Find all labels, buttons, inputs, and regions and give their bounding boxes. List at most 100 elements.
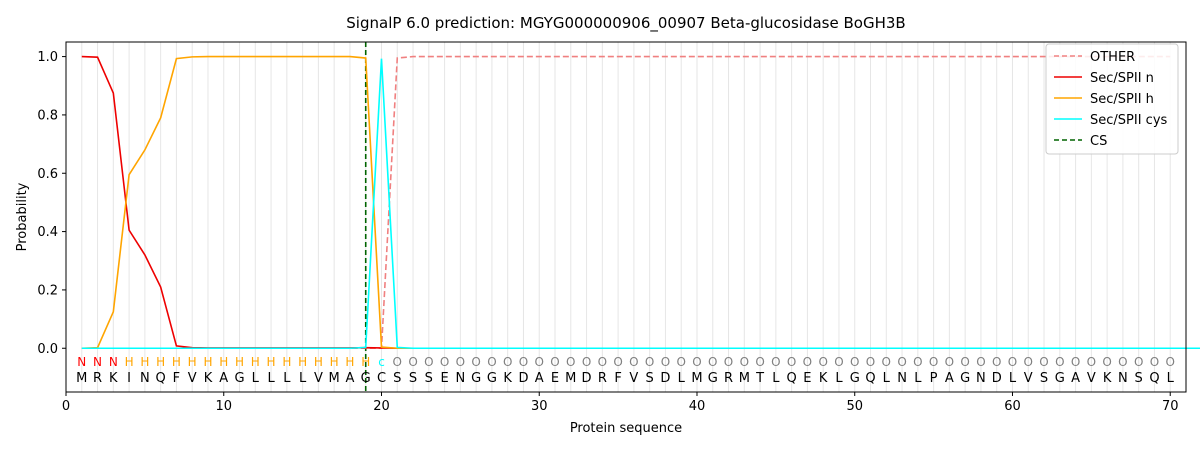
x-tick-label: 10 bbox=[215, 399, 232, 414]
sequence-letter: R bbox=[724, 371, 733, 386]
sequence-letter: G bbox=[234, 371, 244, 386]
annotation-letter: O bbox=[897, 355, 906, 369]
annotation-letter: H bbox=[172, 355, 181, 369]
annotation-letter: O bbox=[913, 355, 922, 369]
annotation-letter: O bbox=[692, 355, 701, 369]
y-tick-label: 1.0 bbox=[37, 50, 58, 65]
sequence-letter: G bbox=[850, 371, 860, 386]
series-line-sec-spii-n bbox=[81, 55, 1171, 350]
sequence-letter: A bbox=[219, 371, 228, 386]
annotation-letter: O bbox=[724, 355, 733, 369]
annotation-letter: O bbox=[661, 355, 670, 369]
annotation-letter: N bbox=[77, 355, 86, 369]
sequence-letter: G bbox=[708, 371, 718, 386]
y-tick-label: 0.0 bbox=[37, 342, 58, 357]
sequence-letter: G bbox=[960, 371, 970, 386]
sequence-letter: K bbox=[109, 371, 118, 386]
y-tick-label: 0.2 bbox=[37, 283, 58, 298]
sequence-letter: E bbox=[440, 371, 448, 386]
sequence-letter: T bbox=[755, 371, 764, 386]
annotation-letter: O bbox=[850, 355, 859, 369]
sequence-letter: M bbox=[76, 371, 87, 386]
annotation-letter: H bbox=[188, 355, 197, 369]
sequence-letter: N bbox=[1118, 371, 1128, 386]
annotation-letter: O bbox=[976, 355, 985, 369]
legend: OTHER Sec/SPII n Sec/SPII h Sec/SPII cys CS bbox=[1045, 43, 1179, 155]
sequence-letter: F bbox=[614, 371, 621, 386]
sequence-letter: N bbox=[897, 371, 907, 386]
sequence-letter: L bbox=[678, 371, 686, 386]
sequence-letter: S bbox=[1135, 371, 1143, 386]
sequence-letter: S bbox=[425, 371, 433, 386]
legend-box bbox=[1045, 43, 1179, 155]
sequence-letter: Q bbox=[1149, 371, 1159, 386]
sequence-letter: L bbox=[283, 371, 291, 386]
sequence-letter: E bbox=[803, 371, 811, 386]
series-lines bbox=[81, 55, 1200, 350]
annotation-letter: O bbox=[1071, 355, 1080, 369]
annotation-letter: O bbox=[1008, 355, 1017, 369]
sequence-letter: N bbox=[140, 371, 150, 386]
sequence-letter: E bbox=[551, 371, 559, 386]
annotation-letter: c bbox=[378, 355, 385, 369]
x-tick-label: 40 bbox=[689, 399, 706, 414]
annotation-letter: O bbox=[866, 355, 875, 369]
sequence-letter: K bbox=[503, 371, 512, 386]
sequence-letter: S bbox=[393, 371, 401, 386]
annotation-letter: H bbox=[361, 355, 370, 369]
annotation-letter: H bbox=[314, 355, 323, 369]
annotation-letter: O bbox=[645, 355, 654, 369]
annotation-letter: O bbox=[1087, 355, 1096, 369]
sequence-letter: V bbox=[1024, 371, 1033, 386]
sequence-letter: V bbox=[1087, 371, 1096, 386]
annotation-letter: O bbox=[503, 355, 512, 369]
sequence-letter: C bbox=[377, 371, 386, 386]
sequence-letter: A bbox=[945, 371, 954, 386]
sequence-letter: R bbox=[93, 371, 102, 386]
annotation-letter: O bbox=[487, 355, 496, 369]
sequence-letter: M bbox=[329, 371, 340, 386]
annotation-letter: H bbox=[345, 355, 354, 369]
sequence-letter: Q bbox=[787, 371, 797, 386]
annotation-letter: O bbox=[834, 355, 843, 369]
sequence-letter: D bbox=[992, 371, 1002, 386]
sequence-letter: V bbox=[629, 371, 638, 386]
sequence-letter: D bbox=[582, 371, 592, 386]
annotation-letter: O bbox=[1055, 355, 1064, 369]
chart-title: SignalP 6.0 prediction: MGYG000000906_00… bbox=[346, 14, 905, 33]
annotation-letter: O bbox=[519, 355, 528, 369]
x-axis-label: Protein sequence bbox=[570, 421, 682, 436]
sequence-letter: L bbox=[914, 371, 922, 386]
annotation-letter: O bbox=[992, 355, 1001, 369]
sequence-letter: G bbox=[361, 371, 371, 386]
legend-label: OTHER bbox=[1090, 50, 1135, 65]
sequence-letter: M bbox=[565, 371, 576, 386]
annotation-letter: O bbox=[535, 355, 544, 369]
sequence-letter: N bbox=[455, 371, 465, 386]
sequence-letter: K bbox=[1103, 371, 1112, 386]
series-line-other bbox=[81, 55, 1171, 350]
annotation-letter: O bbox=[613, 355, 622, 369]
annotation-letter: O bbox=[882, 355, 891, 369]
annotation-letter: H bbox=[235, 355, 244, 369]
annotation-letter: O bbox=[1150, 355, 1159, 369]
annotation-letter: O bbox=[582, 355, 591, 369]
sequence-letter: P bbox=[930, 371, 938, 386]
sequence-letters: NMNRNKHIHNHQHFHVHKHAHGHLHLHLHLHVHMHAHGcC… bbox=[76, 355, 1175, 386]
sequence-letter: L bbox=[883, 371, 891, 386]
sequence-letter: L bbox=[1009, 371, 1017, 386]
annotation-letter: O bbox=[929, 355, 938, 369]
sequence-letter: V bbox=[314, 371, 323, 386]
annotation-letter: H bbox=[125, 355, 134, 369]
grid-lines bbox=[81, 42, 1171, 392]
annotation-letter: O bbox=[1102, 355, 1111, 369]
plot-frame bbox=[65, 41, 1187, 393]
sequence-letter: G bbox=[1055, 371, 1065, 386]
annotation-letter: O bbox=[818, 355, 827, 369]
legend-label: Sec/SPII h bbox=[1090, 92, 1154, 107]
annotation-letter: O bbox=[393, 355, 402, 369]
sequence-letter: K bbox=[204, 371, 213, 386]
annotation-letter: N bbox=[93, 355, 102, 369]
sequence-letter: L bbox=[772, 371, 780, 386]
annotation-letter: H bbox=[251, 355, 260, 369]
